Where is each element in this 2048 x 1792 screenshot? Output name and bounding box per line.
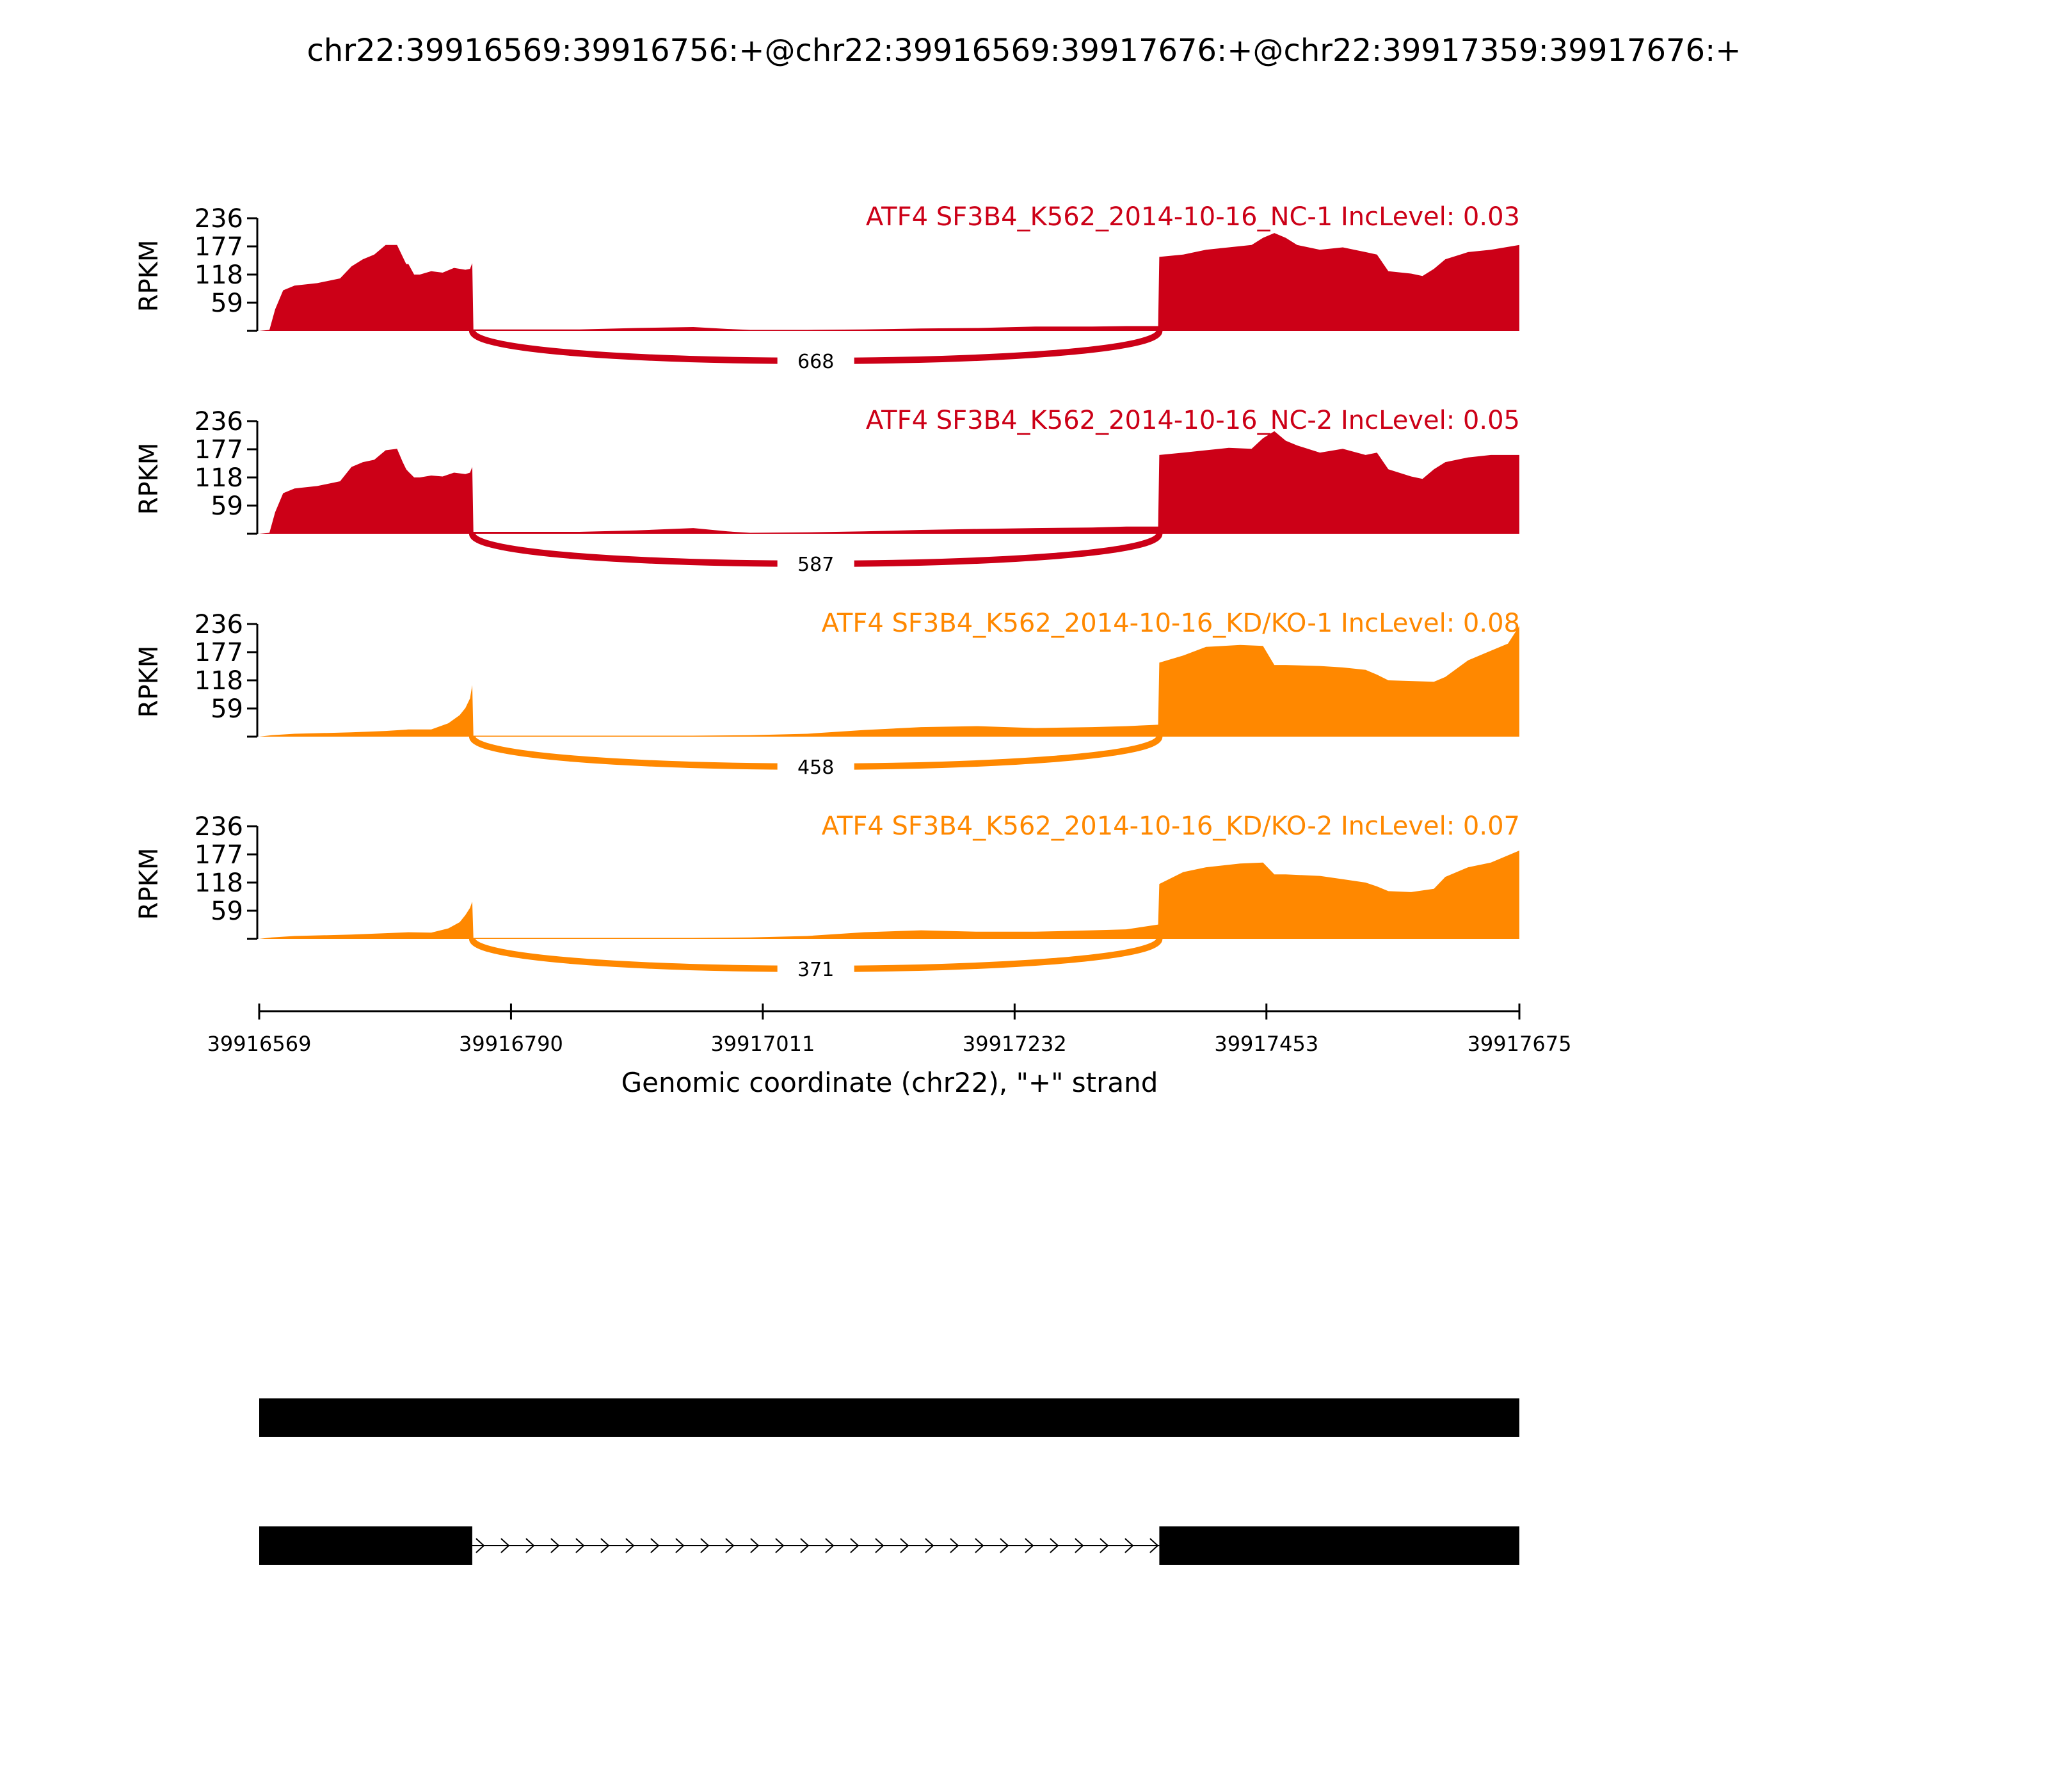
coverage-area-path-nc-1 xyxy=(259,233,1519,331)
strand-arrow-icon xyxy=(1075,1538,1084,1553)
exon-block-1 xyxy=(1159,1526,1519,1565)
strand-arrow-icon xyxy=(700,1538,710,1553)
y-tick-label-nc-1-59: 59 xyxy=(211,289,243,318)
y-tick-label-kd-2-177: 177 xyxy=(195,840,243,870)
strand-arrow-icon xyxy=(925,1538,934,1553)
x-tick-label-2: 39917011 xyxy=(710,1032,815,1056)
strand-arrow-icon xyxy=(900,1538,909,1553)
junction-count-box-nc-2 xyxy=(777,551,854,577)
y-tick-label-kd-1-118: 118 xyxy=(195,666,243,696)
gene-structure-exon-inclusion xyxy=(259,1398,1519,1437)
strand-arrow-icon xyxy=(650,1538,660,1553)
strand-arrow-icon xyxy=(476,1538,485,1553)
y-axis-label-kd-1: RPKM xyxy=(134,646,164,718)
x-tick-label-4: 39917453 xyxy=(1214,1032,1318,1056)
strand-arrow-icon xyxy=(1025,1538,1034,1553)
x-tick-label-1: 39916790 xyxy=(459,1032,563,1056)
x-axis-label: Genomic coordinate (chr22), "+" strand xyxy=(621,1067,1158,1098)
strand-arrow-icon xyxy=(825,1538,835,1553)
x-tick-label-3: 39917232 xyxy=(963,1032,1067,1056)
junction-arc-kd-1 xyxy=(468,735,1163,780)
y-tick-label-kd-2-236: 236 xyxy=(195,812,243,842)
coverage-area-path-nc-2 xyxy=(259,431,1519,534)
y-tick-label-kd-1-177: 177 xyxy=(195,638,243,668)
y-tick-label-nc-1-177: 177 xyxy=(195,232,243,262)
strand-arrow-icon xyxy=(525,1538,535,1553)
panel-label-kd-2: ATF4 SF3B4_K562_2014-10-16_KD/KO-2 IncLe… xyxy=(822,812,1520,841)
strand-arrow-icon xyxy=(775,1538,785,1553)
exon-block-0 xyxy=(259,1398,1519,1437)
junction-count-box-kd-2 xyxy=(777,956,854,982)
strand-arrow-icon xyxy=(675,1538,685,1553)
strand-arrow-icon xyxy=(1100,1538,1109,1553)
strand-arrow-icon xyxy=(600,1538,610,1553)
coverage-area-nc-2 xyxy=(259,431,1519,534)
junction-arc-nc-2 xyxy=(468,532,1163,577)
x-tick-label-0: 39916569 xyxy=(207,1032,312,1056)
y-tick-label-kd-2-59: 59 xyxy=(211,897,243,926)
strand-arrow-icon xyxy=(575,1538,585,1553)
exon-block-0 xyxy=(259,1526,472,1565)
junction-arc-kd-2 xyxy=(468,937,1163,982)
strand-arrow-icon xyxy=(500,1538,510,1553)
strand-arrow-icon xyxy=(950,1538,959,1553)
y-tick-label-kd-2-118: 118 xyxy=(195,868,243,898)
junction-count-box-nc-1 xyxy=(777,348,854,374)
y-axis-label-kd-2: RPKM xyxy=(134,848,164,920)
strand-arrow-icon xyxy=(625,1538,635,1553)
panel-label-nc-1: ATF4 SF3B4_K562_2014-10-16_NC-1 IncLevel… xyxy=(866,202,1520,232)
strand-arrow-icon xyxy=(1124,1538,1134,1553)
y-tick-label-nc-2-236: 236 xyxy=(195,407,243,436)
y-axis-label-nc-2: RPKM xyxy=(134,443,164,515)
strand-arrow-icon xyxy=(1050,1538,1059,1553)
coverage-area-path-kd-2 xyxy=(259,851,1519,939)
strand-arrow-icon xyxy=(850,1538,860,1553)
plot-title: chr22:39916569:39916756:+@chr22:39916569… xyxy=(307,33,1741,68)
strand-arrow-icon xyxy=(800,1538,810,1553)
junction-count-box-kd-1 xyxy=(777,754,854,780)
junction-count-nc-2: 587 xyxy=(797,554,834,576)
strand-arrow-icon xyxy=(550,1538,560,1553)
panel-label-nc-2: ATF4 SF3B4_K562_2014-10-16_NC-2 IncLevel… xyxy=(866,406,1520,435)
strand-arrow-icon xyxy=(750,1538,760,1553)
y-tick-label-kd-1-59: 59 xyxy=(211,694,243,724)
y-tick-label-nc-2-59: 59 xyxy=(211,492,243,521)
x-tick-label-5: 39917675 xyxy=(1468,1032,1572,1056)
y-tick-label-nc-2-118: 118 xyxy=(195,463,243,493)
junction-count-nc-1: 668 xyxy=(797,351,834,373)
coverage-area-path-kd-1 xyxy=(259,626,1519,737)
junction-count-kd-2: 371 xyxy=(797,959,834,981)
gene-structures xyxy=(259,1398,1519,1565)
coverage-area-kd-1 xyxy=(259,626,1519,737)
junction-arc-nc-1 xyxy=(468,329,1163,374)
coverage-area-kd-2 xyxy=(259,851,1519,939)
strand-arrow-icon xyxy=(975,1538,984,1553)
y-tick-label-nc-1-236: 236 xyxy=(195,204,243,234)
coverage-area-nc-1 xyxy=(259,233,1519,331)
x-axis: 39916569 39916790 39917011 39917232 3991… xyxy=(207,1004,1572,1098)
strand-arrow-icon xyxy=(725,1538,735,1553)
y-tick-label-nc-1-118: 118 xyxy=(195,260,243,290)
junction-count-kd-1: 458 xyxy=(797,756,834,779)
strand-arrow-icon xyxy=(875,1538,884,1553)
strand-arrow-icon xyxy=(1149,1538,1159,1553)
x-ticks xyxy=(258,1004,1521,1020)
y-axis-label-nc-1: RPKM xyxy=(134,240,164,312)
y-tick-label-kd-1-236: 236 xyxy=(195,610,243,639)
panel-label-kd-1: ATF4 SF3B4_K562_2014-10-16_KD/KO-1 IncLe… xyxy=(822,609,1520,638)
strand-arrow-icon xyxy=(1000,1538,1009,1553)
y-tick-label-nc-2-177: 177 xyxy=(195,435,243,465)
gene-structure-exon-skipping xyxy=(259,1526,1519,1565)
